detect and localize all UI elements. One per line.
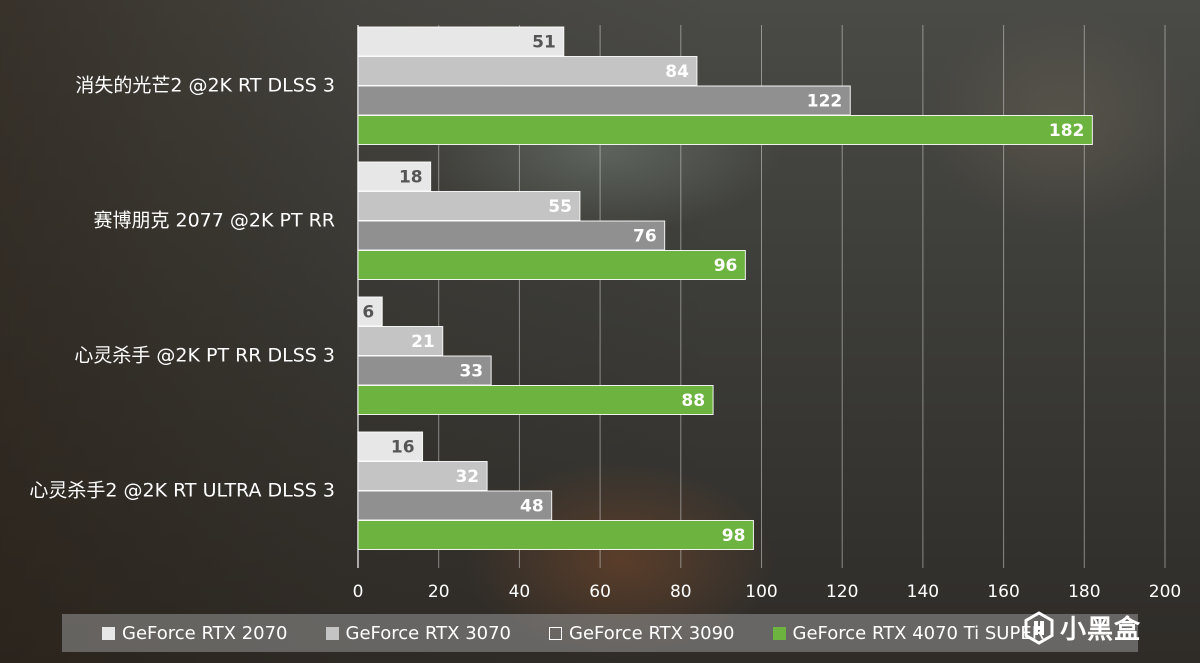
legend-item-rtx-3090: GeForce RTX 3090 <box>549 623 735 644</box>
bar-chart: 0 20 40 60 80 100 120 140 160 180 200 消失的光芒2 @2K RT… <box>29 25 1181 602</box>
bar-value-label: 18 <box>399 168 423 188</box>
bar-value-label: 16 <box>391 438 415 458</box>
bar-value-label: 88 <box>681 391 705 411</box>
bar-value-label: 84 <box>665 62 689 82</box>
x-tick-label: 40 <box>509 582 531 602</box>
x-tick-label: 180 <box>1068 582 1100 602</box>
bar <box>357 461 488 491</box>
legend-swatch <box>549 626 562 640</box>
legend-swatch <box>772 626 786 640</box>
x-tick-label: 120 <box>826 582 858 602</box>
bar <box>357 355 492 386</box>
bar-value-label: 96 <box>714 256 738 276</box>
x-tick-label: 200 <box>1149 582 1181 602</box>
bar-value-label: 98 <box>722 526 746 546</box>
x-tick-label: 160 <box>987 582 1019 602</box>
legend-label: GeForce RTX 3070 <box>345 622 512 644</box>
bar-value-label: 51 <box>532 33 556 53</box>
bar <box>357 56 698 86</box>
bar-value-label: 33 <box>459 362 483 382</box>
legend-swatch <box>102 626 115 640</box>
bar <box>357 431 424 462</box>
legend: GeForce RTX 2070 GeForce RTX 3070 GeForc… <box>62 614 1138 652</box>
bar-value-label: 48 <box>520 497 544 517</box>
bar-value-label: 21 <box>411 332 435 352</box>
x-tick-label: 140 <box>907 582 939 602</box>
category-label: 赛博朋克 2077 @2K PT RR <box>93 210 335 232</box>
bar <box>357 85 851 116</box>
heybox-logo-icon <box>1024 610 1054 645</box>
legend-label: GeForce RTX 4070 Ti SUPER <box>792 622 1045 644</box>
category-label: 消失的光芒2 @2K RT DLSS 3 <box>75 75 335 97</box>
bar <box>357 385 714 415</box>
legend-label: GeForce RTX 3090 <box>569 622 735 644</box>
x-tick-label: 80 <box>670 582 692 602</box>
legend-item-rtx-3070: GeForce RTX 3070 <box>325 622 512 644</box>
bar-value-label: 76 <box>633 227 657 247</box>
bar <box>357 115 1093 145</box>
legend-item-rtx-2070: GeForce RTX 2070 <box>102 623 288 644</box>
legend-item-rtx-4070-ti-super: GeForce RTX 4070 Ti SUPER <box>772 622 1045 644</box>
bar <box>357 520 754 550</box>
x-tick-label: 100 <box>745 582 777 602</box>
bar <box>357 161 432 192</box>
bar-value-label: 6 <box>362 303 374 323</box>
x-tick-label: 20 <box>428 582 450 602</box>
bar <box>357 296 383 327</box>
x-tick-label: 60 <box>589 582 611 602</box>
watermark: 小黑盒 <box>1022 609 1141 646</box>
category-label: 心灵杀手2 @2K RT ULTRA DLSS 3 <box>29 480 335 502</box>
bar <box>357 191 581 221</box>
bar-value-label: 182 <box>1049 121 1085 141</box>
bar-value-label: 32 <box>455 467 479 487</box>
bar-value-label: 122 <box>807 92 843 112</box>
bar <box>357 326 444 356</box>
category-label: 心灵杀手 @2K PT RR DLSS 3 <box>74 345 335 367</box>
bar <box>357 250 746 280</box>
legend-swatch <box>325 626 339 640</box>
watermark-text: 小黑盒 <box>1060 615 1142 645</box>
legend-label: GeForce RTX 2070 <box>122 622 288 644</box>
x-tick-label: 0 <box>353 582 364 602</box>
bar <box>357 490 553 521</box>
bar-value-label: 55 <box>548 197 572 217</box>
bar <box>357 26 565 57</box>
bar <box>357 220 666 251</box>
